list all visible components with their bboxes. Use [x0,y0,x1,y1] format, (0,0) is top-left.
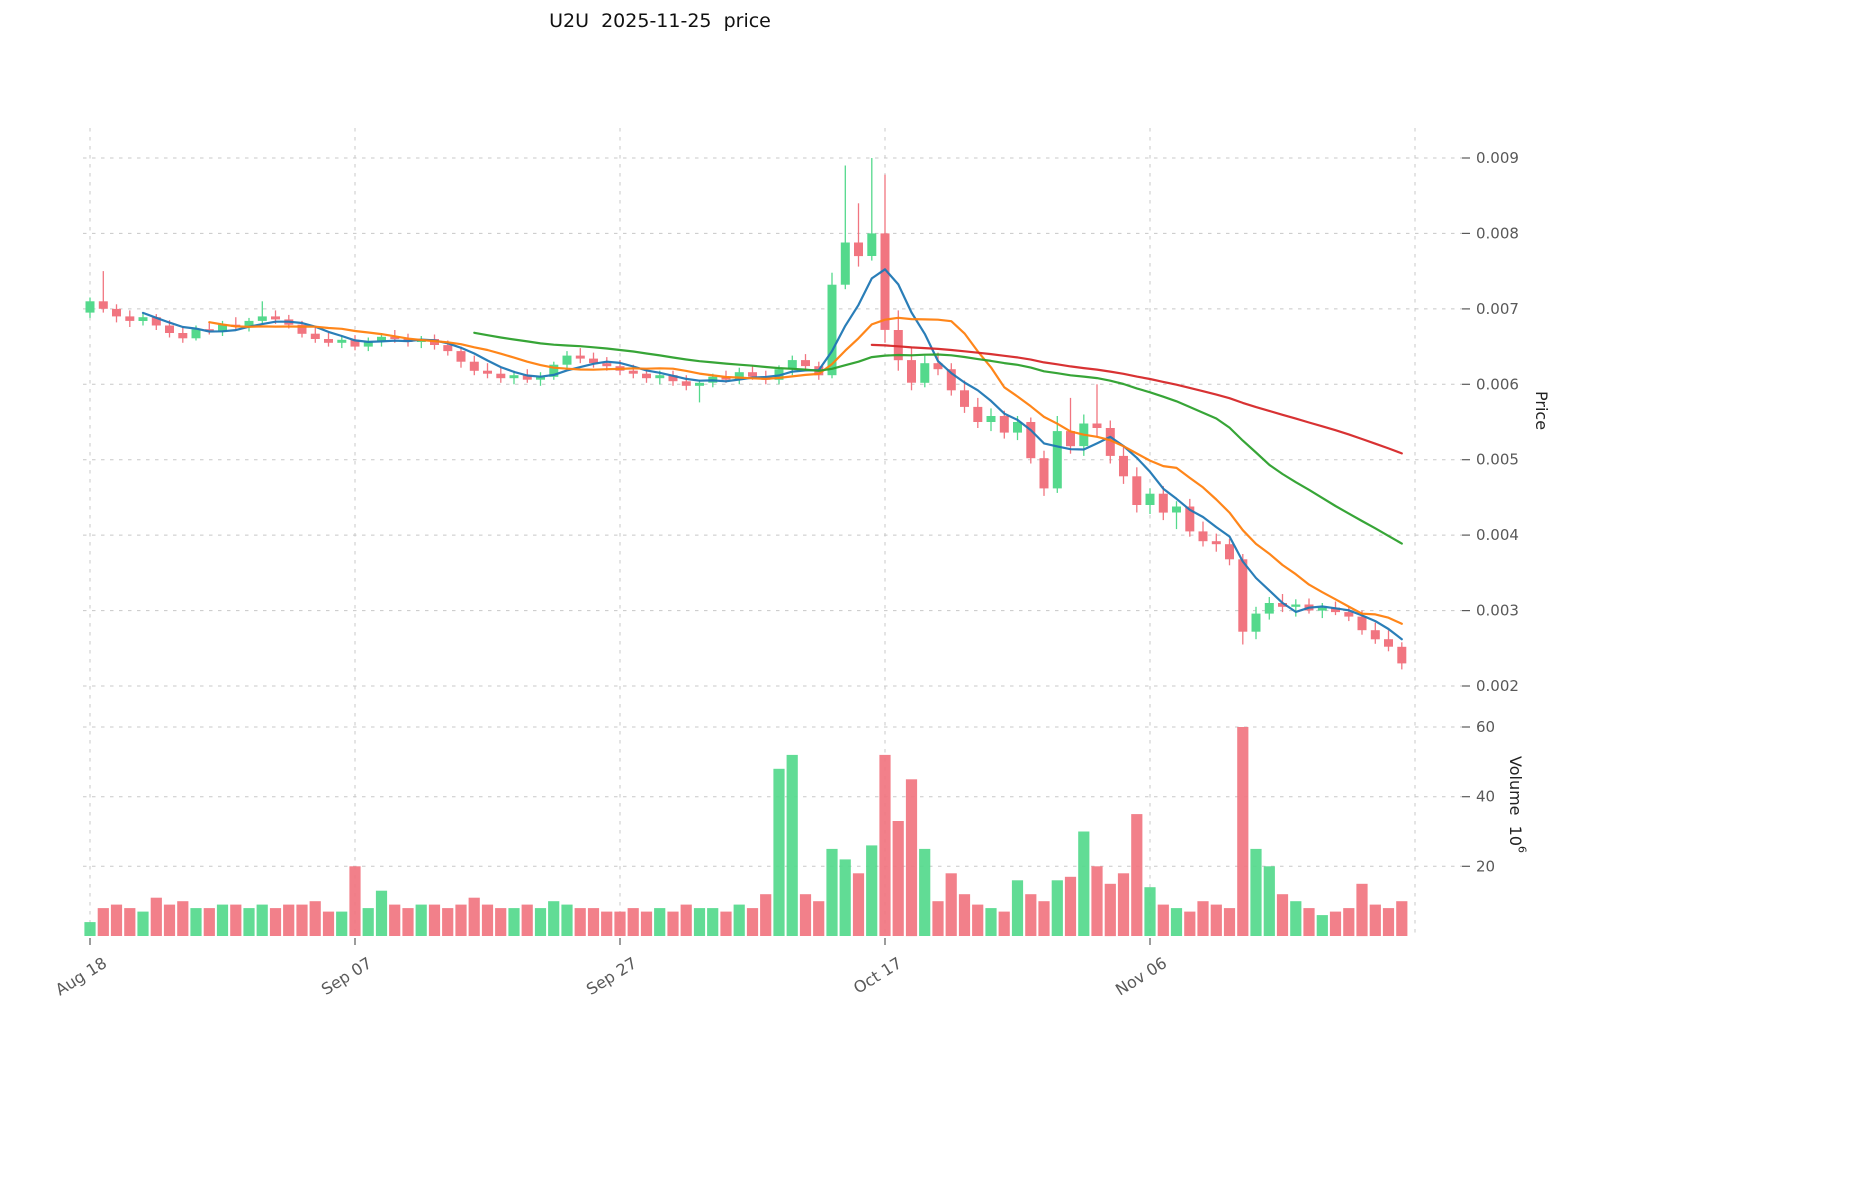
svg-text:Oct 17: Oct 17 [850,953,905,997]
svg-text:60: 60 [1476,718,1495,736]
svg-text:0.007: 0.007 [1476,300,1519,318]
svg-text:Nov 06: Nov 06 [1112,953,1170,999]
svg-text:0.002: 0.002 [1476,677,1519,695]
svg-text:0.003: 0.003 [1476,602,1519,620]
svg-text:0.009: 0.009 [1476,149,1519,167]
svg-text:0.008: 0.008 [1476,224,1519,242]
volume-axis-exponent: 6 [1515,846,1529,854]
volume-axis-label-text: Volume 10 [1506,756,1525,847]
svg-text:Sep 07: Sep 07 [318,953,375,999]
svg-text:Sep 27: Sep 27 [583,953,640,999]
svg-text:0.004: 0.004 [1476,526,1519,544]
svg-text:0.006: 0.006 [1476,375,1519,393]
svg-text:20: 20 [1476,857,1495,875]
svg-text:0.005: 0.005 [1476,451,1519,469]
svg-text:40: 40 [1476,788,1495,806]
chart-title: U2U 2025-11-25 price [549,10,771,32]
price-axis-label: Price [1532,391,1551,431]
volume-axis-label: Volume 106 [1506,756,1528,853]
svg-text:Aug 18: Aug 18 [52,953,110,999]
